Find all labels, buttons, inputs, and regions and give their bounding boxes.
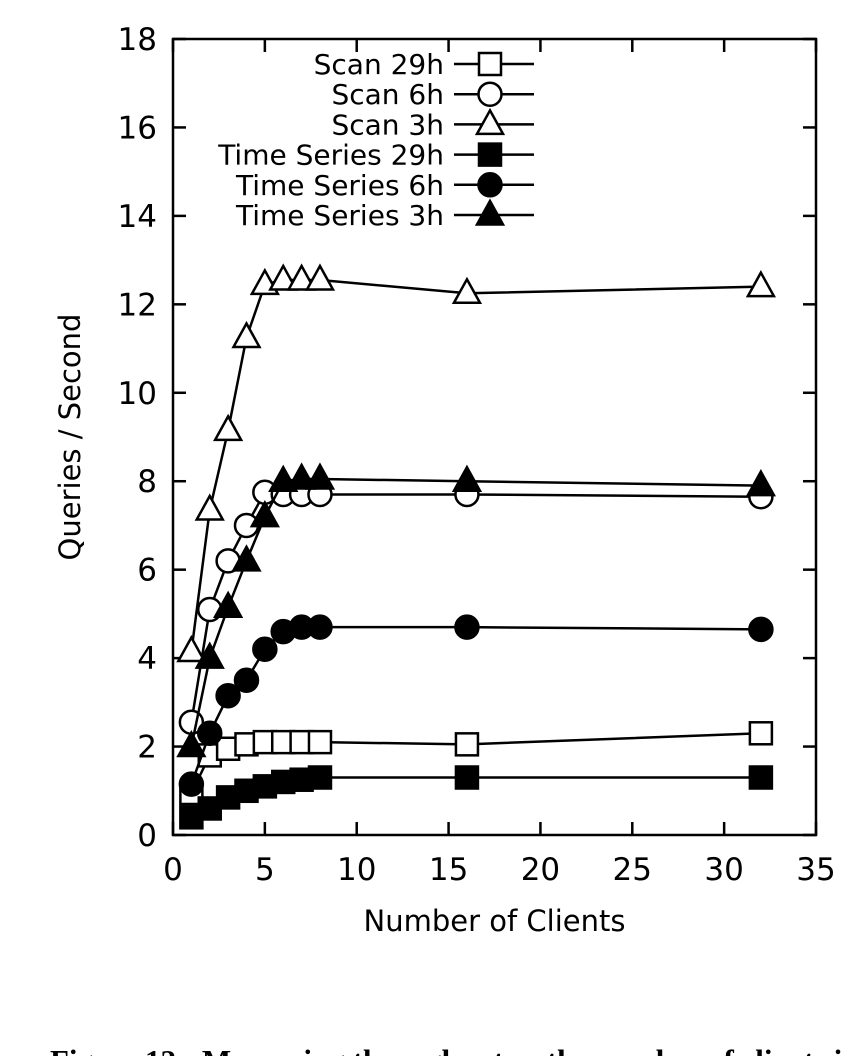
marker-triangle-filled-icon (176, 729, 207, 758)
marker-square-filled-icon (454, 765, 480, 790)
y-tick-label: 14 (118, 199, 157, 235)
marker-triangle-filled-icon (474, 198, 506, 226)
marker-square-filled-icon (477, 142, 503, 167)
marker-circle-filled-icon (748, 616, 774, 643)
legend-entry: Time Series 3h (235, 198, 534, 232)
marker-square-open-icon (748, 721, 774, 746)
series-time-series-6h (178, 614, 774, 797)
marker-circle-filled-icon (477, 172, 503, 198)
marker-square-filled-icon (748, 765, 774, 790)
x-axis-label: Number of Clients (364, 904, 626, 938)
marker-triangle-filled-icon (249, 500, 280, 528)
marker-circle-filled-icon (454, 614, 480, 640)
marker-triangle-filled-icon (286, 462, 317, 490)
marker-triangle-open-icon (474, 107, 506, 136)
figure-caption: Figure 12: Measuring throughput as the n… (50, 966, 858, 1056)
plot-border (171, 37, 818, 837)
x-tick-label: 20 (521, 852, 560, 888)
legend-label: Scan 6h (331, 78, 444, 111)
legend-label: Scan 29h (314, 48, 444, 81)
x-tick-label: 30 (704, 852, 743, 888)
marker-triangle-filled-icon (212, 590, 244, 619)
marker-triangle-open-icon (231, 320, 262, 349)
marker-circle-filled-icon (252, 636, 278, 663)
marker-square-filled-icon (307, 765, 333, 790)
marker-circle-filled-icon (233, 667, 260, 693)
marker-triangle-open-icon (745, 270, 777, 298)
series-scan-29h (179, 721, 774, 806)
marker-triangle-filled-icon (451, 464, 483, 492)
legend-label: Scan 3h (331, 108, 444, 141)
marker-triangle-open-icon (212, 413, 244, 442)
marker-circle-filled-icon (196, 720, 223, 747)
y-tick-label: 10 (118, 376, 157, 412)
legend-entry: Scan 29h (314, 48, 534, 81)
y-tick-label: 4 (137, 641, 157, 677)
marker-triangle-filled-icon (231, 544, 262, 572)
marker-circle-filled-icon (178, 771, 205, 797)
legend-label: Time Series 6h (235, 169, 444, 202)
marker-triangle-open-icon (176, 634, 207, 663)
marker-triangle-open-icon (194, 493, 225, 521)
series-scan-3h (176, 263, 777, 663)
axis-ticks: 0 5 10 15 20 25 30 35 0 2 4 6 8 10 12 14 16 18 (118, 22, 836, 888)
y-tick-label: 6 (137, 553, 157, 589)
legend-label: Time Series 3h (235, 199, 444, 232)
legend-entry: Time Series 29h (217, 139, 534, 172)
marker-triangle-open-icon (451, 276, 483, 305)
x-tick-label: 35 (796, 852, 835, 888)
marker-triangle-filled-icon (304, 462, 336, 490)
y-tick-label: 0 (137, 818, 157, 854)
throughput-chart: 0 5 10 15 20 25 30 35 0 2 4 6 8 10 12 14 16 18 Number of C… (53, 22, 836, 938)
x-tick-label: 25 (613, 852, 652, 888)
marker-square-open-icon (307, 729, 333, 755)
y-tick-label: 18 (118, 22, 157, 58)
x-tick-label: 5 (255, 852, 275, 888)
marker-circle-open-icon (477, 81, 503, 107)
x-tick-label: 10 (337, 852, 376, 888)
caption-line-1: Figure 12: Measuring throughput as the n… (50, 1042, 858, 1056)
legend-entry: Time Series 6h (235, 169, 534, 202)
marker-triangle-open-icon (304, 263, 336, 291)
legend-entry: Scan 3h (331, 107, 534, 141)
series-time-series-3h (176, 462, 777, 758)
marker-circle-filled-icon (215, 682, 241, 709)
marker-square-open-icon (454, 732, 480, 757)
marker-circle-filled-icon (307, 614, 333, 640)
marker-triangle-filled-icon (194, 641, 225, 669)
series-line-time-series-6h (190, 625, 761, 785)
legend-entry: Scan 6h (331, 78, 534, 111)
marker-triangle-open-icon (286, 263, 317, 291)
y-tick-label: 16 (118, 110, 157, 146)
legend-label: Time Series 29h (217, 139, 444, 172)
series-time-series-29h (179, 765, 774, 830)
series-line-scan-3h (190, 278, 761, 652)
x-tick-label: 0 (163, 852, 183, 888)
series-line-time-series-3h (190, 477, 761, 747)
y-tick-label: 2 (137, 730, 157, 766)
y-axis-label: Queries / Second (53, 314, 87, 561)
marker-triangle-filled-icon (745, 469, 777, 497)
marker-triangle-open-icon (268, 263, 299, 291)
y-tick-label: 12 (118, 287, 157, 323)
x-tick-label: 15 (429, 852, 468, 888)
y-tick-label: 8 (137, 464, 157, 500)
marker-square-open-icon (477, 51, 503, 77)
